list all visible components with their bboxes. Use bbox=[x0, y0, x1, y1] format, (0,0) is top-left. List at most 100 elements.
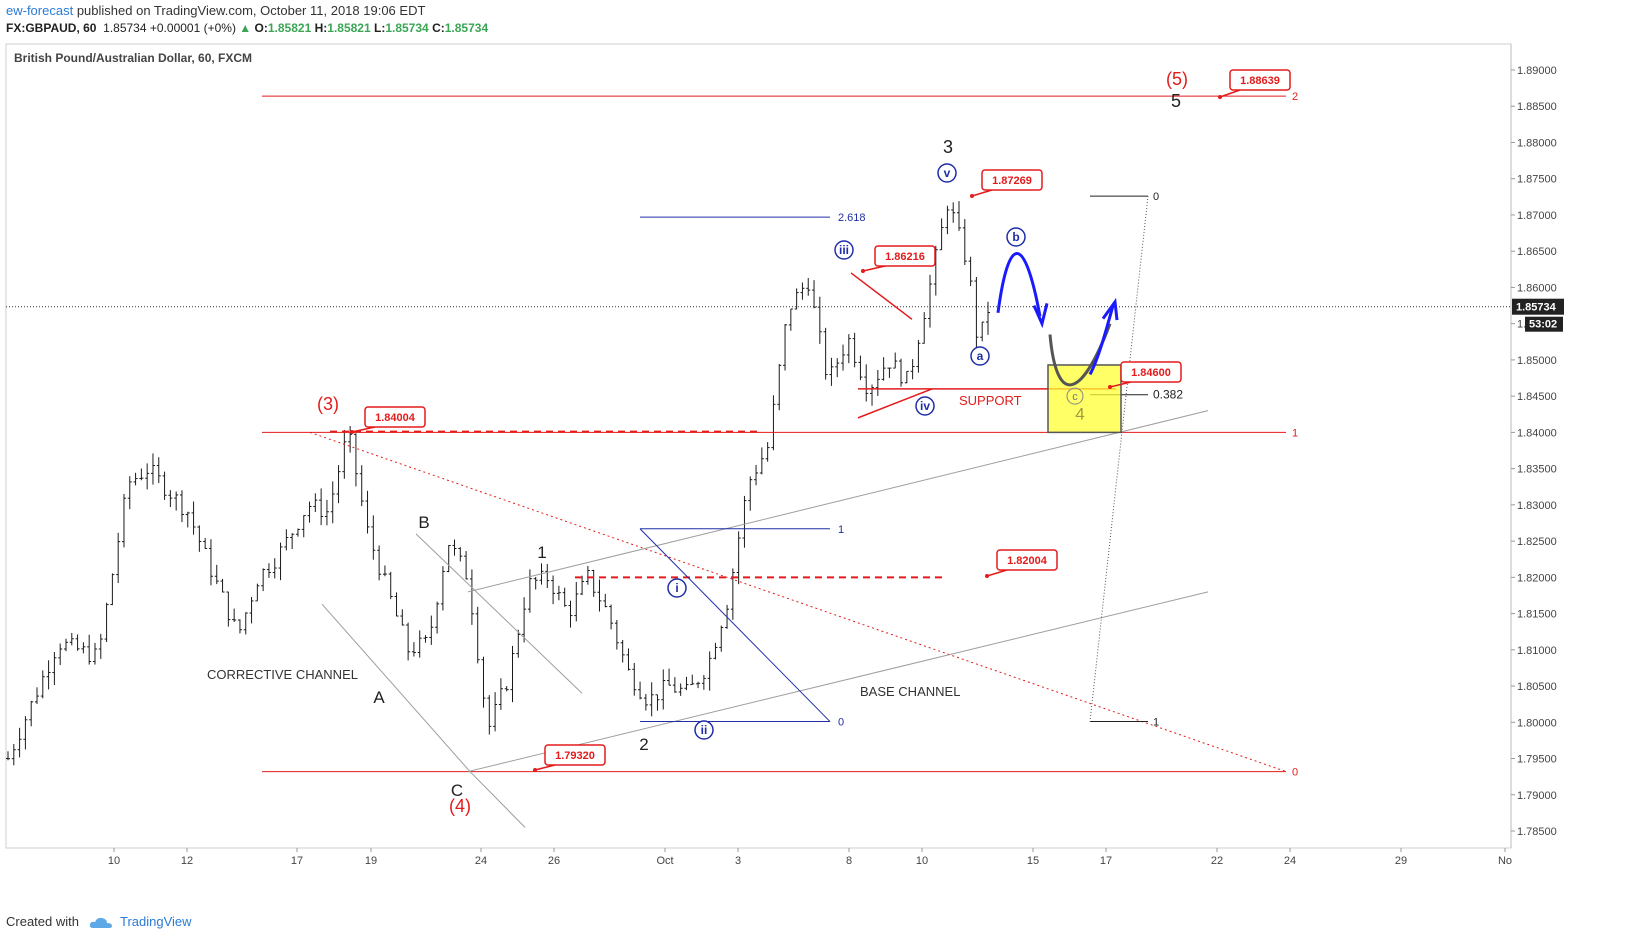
up-arrow-icon: ▲ bbox=[239, 21, 252, 35]
ohlc-bar bbox=[812, 280, 817, 309]
fib-2618-label: 2.618 bbox=[838, 212, 866, 224]
ohlc-bar bbox=[92, 642, 97, 665]
y-tick-label: 1.79500 bbox=[1517, 754, 1557, 766]
level-ratio-label: 2 bbox=[1292, 91, 1298, 103]
ohlc-bar bbox=[690, 674, 695, 686]
callout-price-label: 1.82004 bbox=[1007, 555, 1048, 567]
ohlc-bar bbox=[742, 495, 747, 548]
callout-box bbox=[544, 744, 606, 766]
ohlc-bar bbox=[353, 433, 358, 487]
ohlc-bar bbox=[116, 532, 121, 584]
ohlc-bar bbox=[168, 490, 173, 508]
y-tick-label: 1.81000 bbox=[1517, 645, 1557, 657]
ohlc-bar bbox=[208, 539, 213, 586]
wave-label: 1 bbox=[537, 543, 546, 562]
callout-leader bbox=[351, 426, 376, 433]
wave-circle bbox=[667, 578, 687, 598]
ohlc-bar bbox=[522, 597, 527, 643]
y-tick-label: 1.81500 bbox=[1517, 609, 1557, 621]
ohlc-bar bbox=[324, 499, 329, 526]
x-tick-label: No bbox=[1498, 855, 1512, 867]
ohlc-bar bbox=[754, 464, 759, 486]
close-label: C: bbox=[432, 21, 445, 35]
base-channel-upper bbox=[467, 410, 1209, 593]
ohlc-bar bbox=[46, 660, 51, 690]
ohlc-bar bbox=[330, 481, 335, 524]
ohlc-bar bbox=[951, 202, 956, 223]
ohlc-bar bbox=[759, 447, 764, 475]
callout-leader bbox=[986, 569, 1008, 577]
ohlc-bar bbox=[904, 370, 909, 384]
ohlc-bar bbox=[852, 332, 857, 368]
wave-label: (5) bbox=[1166, 69, 1188, 89]
ohlc-bar bbox=[58, 643, 63, 665]
ohlc-bar bbox=[788, 308, 793, 331]
price-chart[interactable]: 2102.6181000.3821c41.886391.872691.86216… bbox=[0, 40, 1627, 910]
wave-label: (3) bbox=[317, 394, 339, 414]
footer: Created with TradingView bbox=[6, 914, 192, 930]
ohlc-bar bbox=[11, 743, 16, 766]
ohlc-bar bbox=[638, 681, 643, 700]
close-value: 1.85734 bbox=[444, 21, 489, 35]
ohlc-bar bbox=[678, 683, 683, 696]
ohlc-bar bbox=[661, 669, 666, 710]
ohlc-bar bbox=[272, 558, 277, 579]
wave-circle-text: b bbox=[1012, 230, 1019, 244]
ohlc-bar bbox=[301, 515, 306, 538]
ohlc-bar bbox=[435, 601, 440, 634]
wave-circle bbox=[694, 720, 714, 740]
ohlc-bar bbox=[597, 579, 602, 612]
x-tick-label: 22 bbox=[1211, 855, 1223, 867]
callout-leader bbox=[862, 265, 886, 272]
callout-anchor bbox=[985, 574, 989, 578]
ohlc-bar bbox=[185, 511, 190, 528]
symbol-line: FX:GBPAUD, 60 1.85734 +0.00001 (+0%) ▲ O… bbox=[6, 21, 488, 35]
author-link[interactable]: ew-forecast bbox=[6, 3, 74, 18]
ohlc-bar bbox=[411, 642, 416, 657]
ohlc-bar bbox=[684, 676, 689, 691]
ohlc-bar bbox=[214, 564, 219, 585]
high-label: H: bbox=[314, 21, 328, 35]
symbol-name: FX:GBPAUD, 60 bbox=[6, 21, 97, 35]
ohlc-bar bbox=[498, 678, 503, 710]
ohlc-bar bbox=[69, 632, 74, 646]
ohlc-bar bbox=[133, 472, 138, 486]
tradingview-link[interactable]: TradingView bbox=[120, 914, 192, 929]
ohlc-bar bbox=[922, 312, 927, 344]
ohlc-bar bbox=[875, 369, 880, 396]
y-tick-label: 1.87000 bbox=[1517, 210, 1557, 222]
ohlc-bar bbox=[748, 476, 753, 511]
corrective-channel-lower bbox=[321, 603, 471, 772]
ohlc-bar bbox=[475, 606, 480, 664]
circled-wave-label: b bbox=[1006, 227, 1026, 247]
ohlc-bar bbox=[75, 634, 80, 651]
ohlc-bar bbox=[609, 604, 614, 630]
ohlc-bar bbox=[835, 358, 840, 378]
x-tick-label: 8 bbox=[846, 855, 852, 867]
ohlc-bar bbox=[197, 525, 202, 552]
x-tick-label: 10 bbox=[108, 855, 120, 867]
ohlc-bar bbox=[603, 593, 608, 608]
x-tick-label: 24 bbox=[1284, 855, 1296, 867]
ohlc-bar bbox=[858, 355, 863, 381]
ohlc-bar bbox=[150, 453, 155, 485]
ohlc-bar bbox=[295, 528, 300, 537]
ohlc-bar bbox=[359, 465, 364, 507]
price-callout: 1.88639 bbox=[1218, 69, 1291, 99]
ohlc-bar bbox=[701, 674, 706, 690]
ohlc-bar bbox=[771, 395, 776, 451]
x-tick-label: 10 bbox=[916, 855, 928, 867]
wave-label: 3 bbox=[943, 137, 953, 157]
ohlc-bar bbox=[278, 542, 283, 581]
ohlc-bar bbox=[707, 651, 712, 691]
x-tick-label: Oct bbox=[656, 855, 673, 867]
ohlc-bar bbox=[40, 670, 45, 699]
ohlc-bar bbox=[104, 602, 109, 642]
ohlc-bar bbox=[713, 642, 718, 660]
callout-price-label: 1.88639 bbox=[1240, 75, 1280, 87]
ohlc-bar bbox=[962, 219, 967, 266]
y-tick-label: 1.85000 bbox=[1517, 355, 1557, 367]
price-callout: 1.86216 bbox=[861, 245, 936, 273]
ohlc-bar bbox=[52, 652, 57, 686]
support-label: SUPPORT bbox=[959, 393, 1022, 408]
